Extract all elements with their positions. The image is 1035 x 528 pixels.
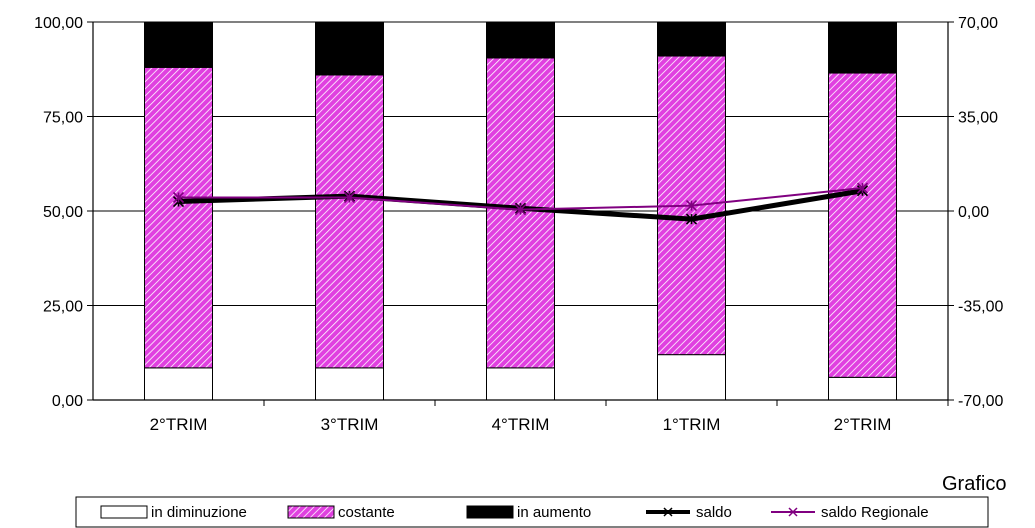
legend-label-saldo-Regionale: saldo Regionale <box>821 504 929 521</box>
bar-in-aumento <box>657 21 726 57</box>
x-tick-label: 1°TRIM <box>663 415 721 434</box>
x-tick-label: 2°TRIM <box>834 415 892 434</box>
right-tick-label: -70,00 <box>958 393 1003 410</box>
bar-in-aumento <box>828 21 897 74</box>
legend-box <box>75 496 989 528</box>
point-saldo <box>685 213 698 225</box>
x-tick-label: 3°TRIM <box>321 415 379 434</box>
legend-label-in-diminuzione: in diminuzione <box>151 504 247 521</box>
caption: Grafico <box>942 473 1006 495</box>
legend-marker-saldo-Regionale <box>788 507 798 517</box>
bar-in-diminuzione <box>657 354 726 401</box>
line-group <box>172 182 869 225</box>
right-tick-label: -35,00 <box>958 299 1003 316</box>
right-tick-label: 0,00 <box>958 204 989 221</box>
left-tick-label: 75,00 <box>43 110 83 127</box>
bar-in-aumento <box>486 21 555 59</box>
legend-marker-saldo <box>663 507 673 517</box>
left-tick-label: 25,00 <box>43 299 83 316</box>
point-saldo-Regionale <box>856 182 869 194</box>
legend-swatch-costante <box>287 505 335 519</box>
right-tick-label: 70,00 <box>958 15 998 32</box>
point-saldo-Regionale <box>343 191 356 204</box>
legend-label-saldo: saldo <box>696 504 732 521</box>
bar-in-aumento <box>144 21 213 68</box>
legend-swatch-in-aumento <box>466 505 514 519</box>
bar-in-diminuzione <box>828 376 897 401</box>
legend: in diminuzione costante in aumento saldo sal… <box>75 496 989 528</box>
legend-label-costante: costante <box>338 504 395 521</box>
bar-in-diminuzione <box>486 367 555 401</box>
point-saldo-Regionale <box>685 200 698 212</box>
right-tick-label: 35,00 <box>958 110 998 127</box>
legend-label-in-aumento: in aumento <box>517 504 591 521</box>
bar-costante <box>144 66 213 369</box>
left-tick-label: 100,00 <box>34 15 83 32</box>
bar-costante <box>828 72 897 378</box>
bar-group <box>144 21 897 401</box>
tick-labels: 0,00 25,00 50,00 75,00 100,00 -70,00 -35,00 0,0… <box>34 15 1003 434</box>
legend-swatch-in-diminuzione <box>100 505 148 519</box>
bar-costante <box>315 74 384 369</box>
bar-in-diminuzione <box>144 367 213 401</box>
left-tick-label: 50,00 <box>43 204 83 221</box>
point-saldo-Regionale <box>514 204 527 216</box>
bar-in-diminuzione <box>315 367 384 401</box>
x-tick-label: 2°TRIM <box>150 415 208 434</box>
point-saldo-Regionale <box>172 191 185 204</box>
axes <box>87 21 954 406</box>
bar-in-aumento <box>315 21 384 76</box>
left-tick-label: 0,00 <box>52 393 83 410</box>
x-tick-label: 4°TRIM <box>492 415 550 434</box>
